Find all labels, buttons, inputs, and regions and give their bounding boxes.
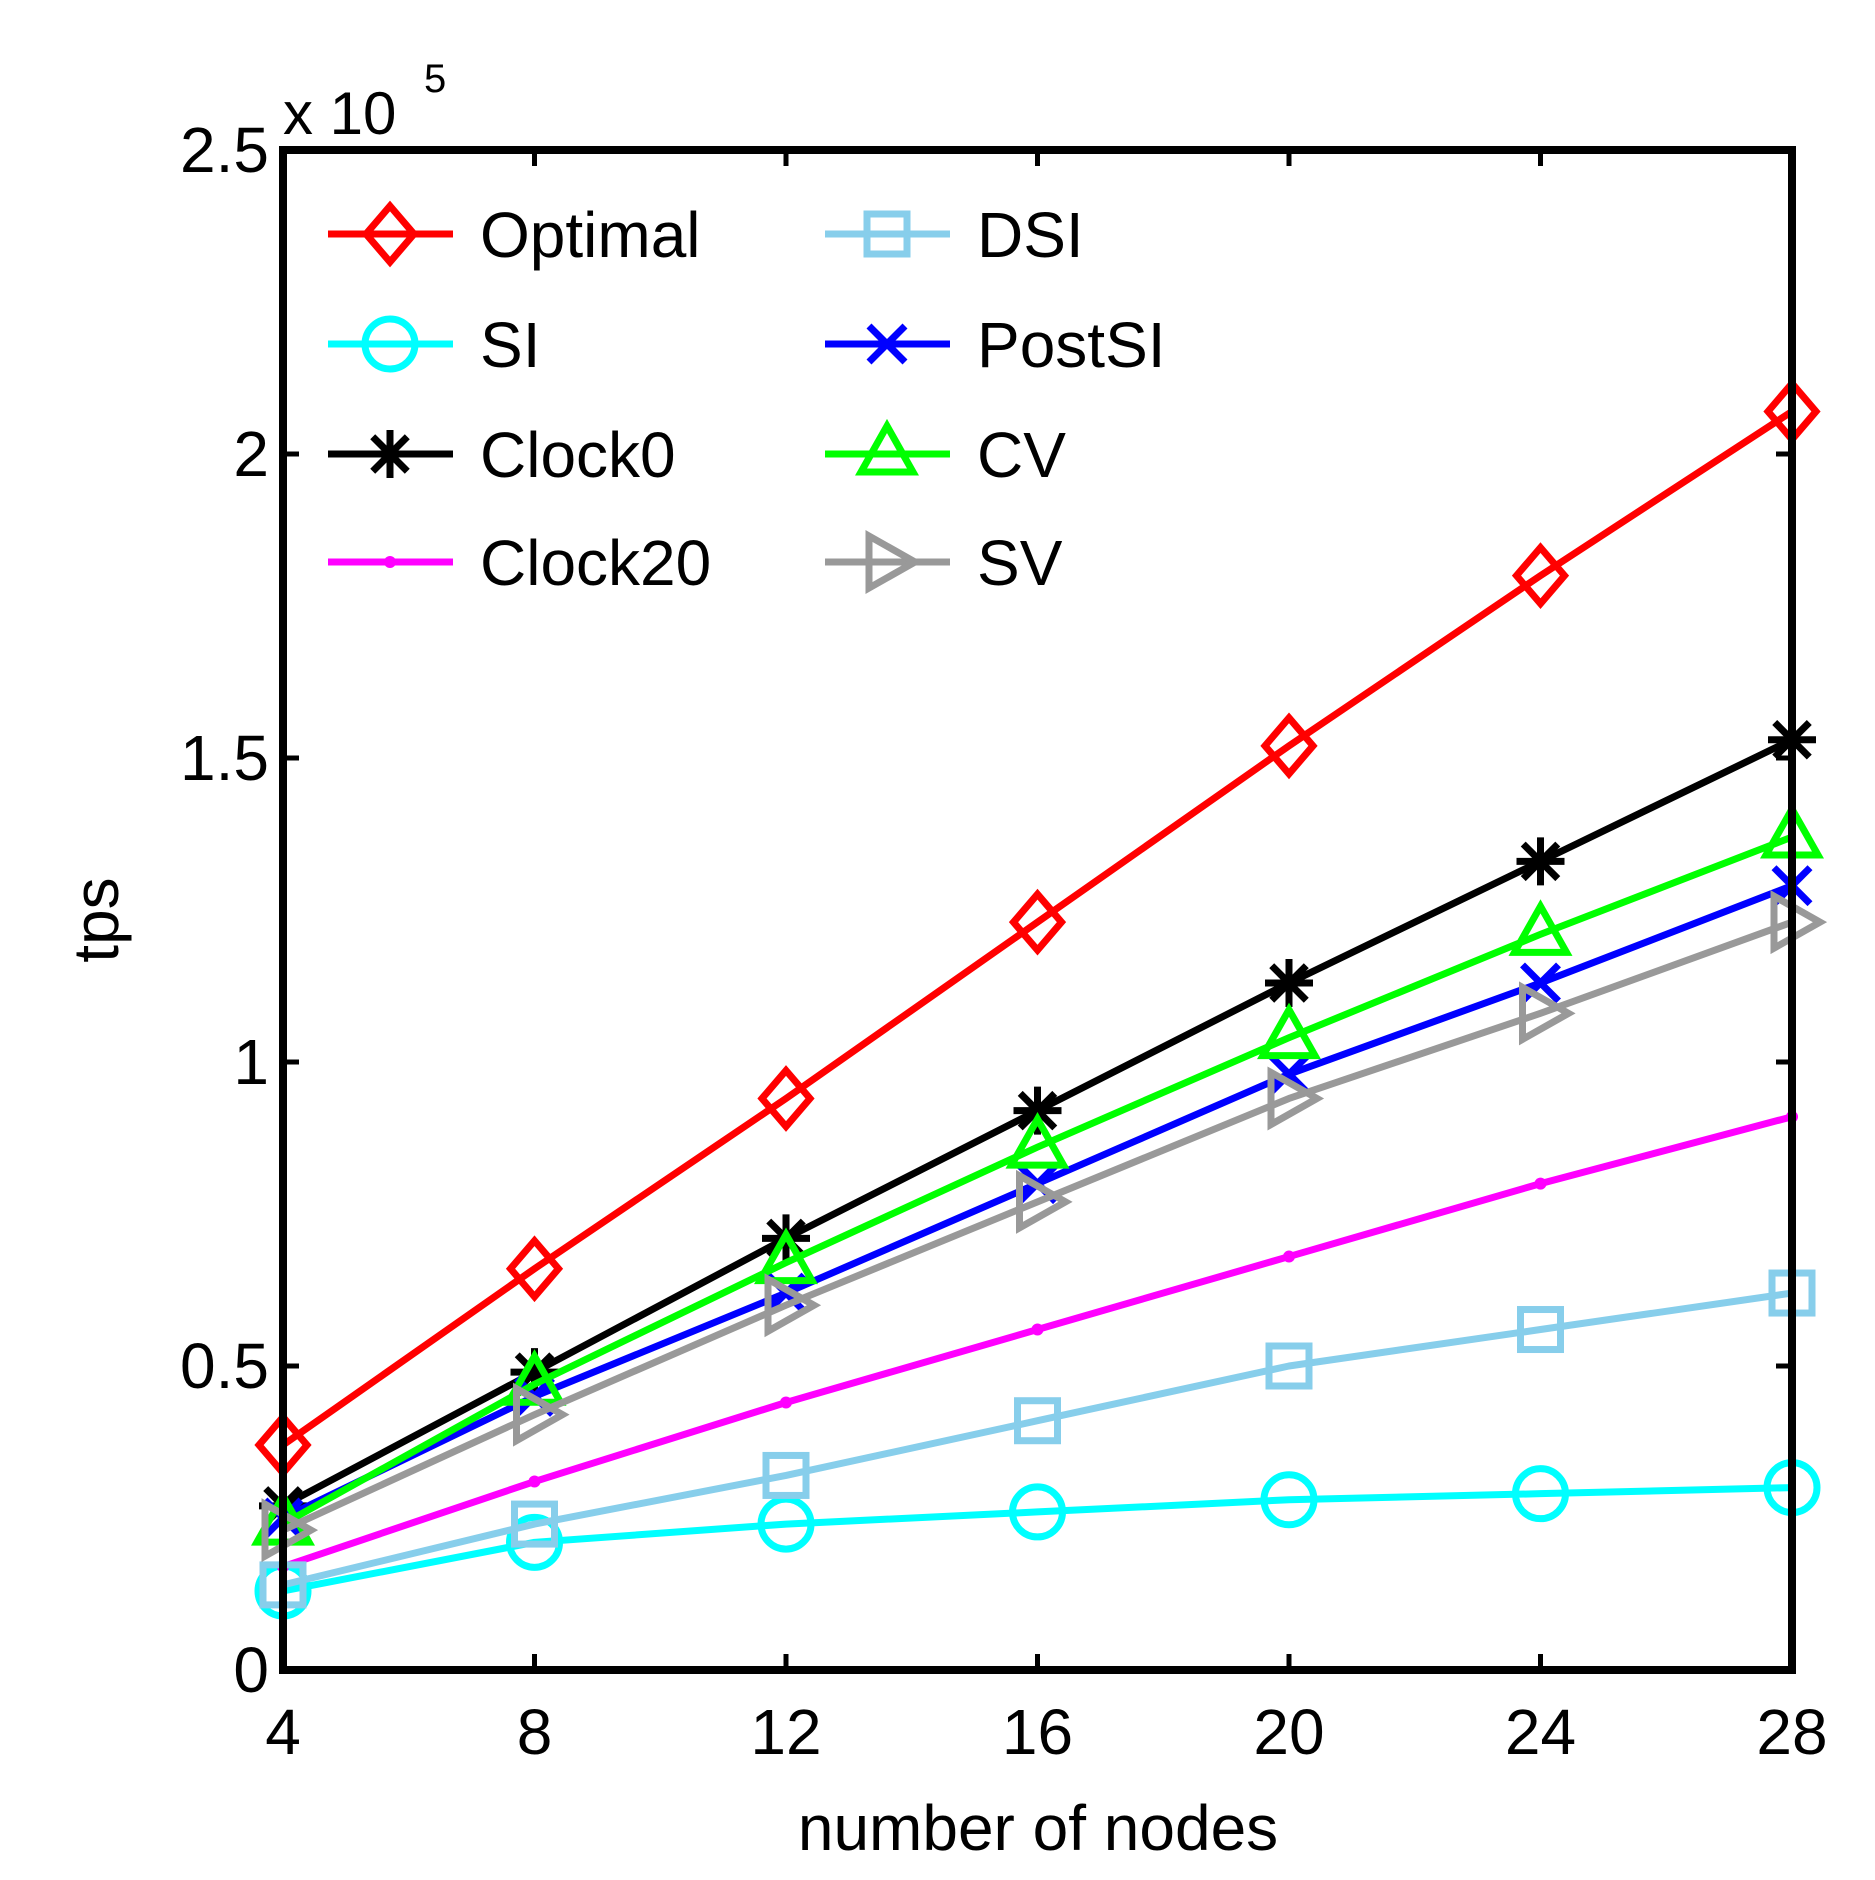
series-line-sv [281,918,1794,1534]
data-point-cv-16 [1005,1112,1070,1169]
x-tick-label: 16 [1002,1696,1073,1768]
legend-label: PostSI [977,309,1166,381]
data-point-dsi-16 [1014,1397,1061,1445]
data-point-optimal-8 [505,1235,564,1303]
data-point-clock20-16 [1031,1323,1044,1336]
legend-item-cv: CV [825,418,1066,491]
legend-swatch-marker [855,418,919,476]
series-line-dsi [282,1289,1793,1589]
data-point-optimal-24 [1511,542,1570,609]
y-tick-label: 2 [233,418,269,490]
data-point-sv-28 [1770,890,1828,955]
y-tick-label: 2.5 [180,114,269,186]
legend-item-clock20: Clock20 [328,527,711,599]
legend-label: SV [977,527,1063,599]
data-point-si-24 [1512,1465,1569,1523]
data-point-clock0-16 [1013,1086,1062,1135]
legend-label: DSI [977,199,1084,271]
data-point-clock20-20 [1283,1250,1295,1263]
series-sv [261,890,1828,1563]
x-tick-label: 4 [265,1696,301,1768]
data-point-optimal-16 [1008,888,1067,956]
legend-swatch-marker [863,210,911,258]
y-scale-factor: x 10 [283,80,396,147]
tick-layer: 4 8 12 16 20 24 28 0 0.5 1 1.5 2 2.5 [180,114,1828,1768]
data-point-cv-20 [1257,1002,1321,1060]
data-point-si-8 [506,1513,563,1571]
data-point-si-20 [1260,1471,1318,1529]
y-tick-label: 1 [233,1026,269,1098]
data-point-cv-12 [754,1227,818,1285]
legend-swatch-marker [866,323,908,365]
data-point-postsi-24 [1520,962,1561,1004]
legend: Optimal SI Clock0 Clock20 DSI PostSI CV SV [328,199,1166,599]
series-cv [251,801,1824,1546]
legend-item-sv: SV [825,527,1063,599]
legend-swatch-marker [384,556,396,568]
legend-label: Clock0 [480,419,676,491]
x-tick-label: 28 [1756,1696,1827,1768]
data-point-cv-24 [1508,899,1573,956]
data-point-dsi-12 [762,1451,810,1499]
legend-item-clock0: Clock0 [328,419,676,491]
data-point-clock0-24 [1516,837,1565,886]
data-point-dsi-24 [1517,1306,1564,1354]
data-point-sv-20 [1267,1066,1325,1131]
data-point-sv-24 [1519,981,1576,1046]
x-axis-label: number of nodes [798,1792,1278,1864]
legend-item-optimal: Optimal [328,199,701,271]
x-tick-label: 8 [517,1696,553,1768]
legend-swatch-marker [865,530,923,594]
y-tick-label: 0.5 [180,1330,269,1402]
y-tick-label: 1.5 [180,722,269,794]
legend-label: CV [977,419,1066,491]
legend-label: Clock20 [480,527,711,599]
data-point-sv-4 [261,1498,319,1563]
data-point-dsi-8 [511,1500,558,1548]
legend-item-postsi: PostSI [825,309,1166,381]
legend-swatch-marker [361,200,419,268]
data-point-clock20-24 [1534,1177,1547,1190]
series-clock20 [277,1110,1798,1573]
data-point-clock20-12 [780,1396,792,1409]
x-tick-label: 24 [1505,1696,1576,1768]
legend-swatch-marker [366,430,414,478]
legend-label: Optimal [480,199,701,271]
data-point-optimal-20 [1260,712,1318,780]
data-point-sv-8 [513,1382,570,1447]
legend-label: SI [480,309,540,381]
data-point-sv-12 [764,1273,822,1338]
y-tick-label: 0 [233,1634,269,1706]
data-point-si-16 [1009,1483,1066,1541]
x-tick-label: 12 [750,1696,821,1768]
series-line-cv [281,833,1794,1528]
data-point-dsi-20 [1265,1342,1313,1390]
x-tick-label: 20 [1253,1696,1324,1768]
legend-swatch-marker [361,315,419,373]
legend-item-dsi: DSI [825,199,1084,271]
legend-item-si: SI [328,309,540,381]
data-point-sv-16 [1016,1169,1073,1234]
data-point-si-12 [757,1495,815,1553]
y-scale-exponent: 5 [424,57,446,101]
data-point-optimal-12 [757,1065,815,1132]
data-point-clock20-8 [528,1475,541,1488]
series-line-optimal [280,408,1794,1448]
data-point-clock0-20 [1265,958,1313,1007]
y-axis-label: tps [60,877,132,962]
